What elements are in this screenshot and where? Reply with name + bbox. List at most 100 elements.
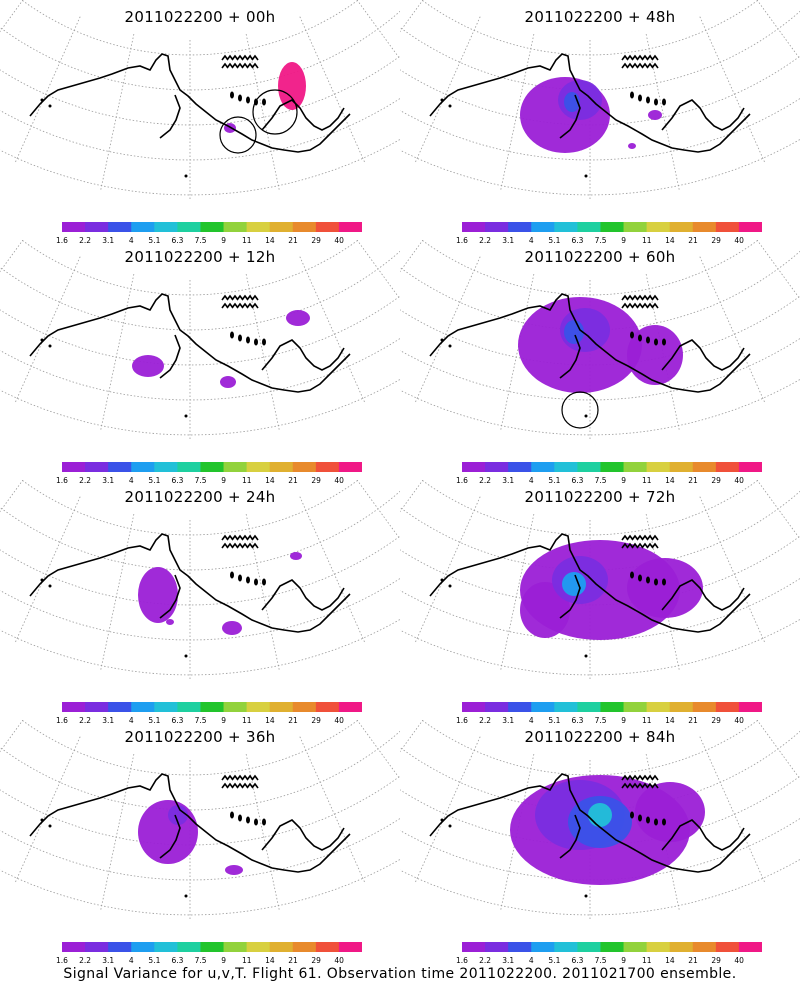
variance-shading: [132, 310, 310, 388]
colorbar-swatch: [462, 942, 486, 952]
colorbar-swatch: [200, 702, 225, 712]
variance-region: [648, 110, 662, 120]
colorbar-label: 11: [242, 956, 252, 965]
colorbar: [62, 702, 362, 712]
variance-shading: [520, 77, 662, 153]
coastline: [29, 53, 351, 178]
colorbar-label: 3.1: [102, 956, 115, 965]
colorbar-labels: 1.6 2.2 3.1 4 5.1 6.3 7.5 9 11 14 21 29 40: [52, 236, 372, 248]
colorbar-swatch: [292, 702, 317, 712]
colorbar-swatch: [715, 702, 740, 712]
graticule: [400, 480, 800, 680]
colorbar-label: 4: [128, 236, 134, 245]
colorbar-label: 14: [665, 956, 675, 965]
colorbar-swatch: [269, 462, 294, 472]
variance-region: [166, 619, 174, 625]
colorbar-label: 3.1: [502, 236, 515, 245]
colorbar-swatch: [738, 702, 762, 712]
colorbar-swatch: [223, 462, 248, 472]
colorbar-label: 40: [334, 236, 344, 245]
colorbar-swatch: [246, 462, 271, 472]
map-panel: 2011022200 + 12h 1.6 2.2 3.1 4 5.1 6.3 7.5 9 11 14…: [0, 240, 400, 485]
colorbar-label: 5.1: [548, 716, 561, 725]
colorbar-swatch: [646, 702, 671, 712]
colorbar-swatch: [177, 942, 201, 952]
variance-shading: [510, 775, 705, 885]
colorbar-label: 9: [621, 716, 627, 725]
variance-shading: [138, 552, 302, 635]
colorbar-swatch: [177, 222, 201, 232]
colorbar-swatch: [131, 942, 155, 952]
colorbar-swatch: [600, 942, 625, 952]
colorbar-label: 4: [128, 716, 134, 725]
colorbar-swatch: [600, 222, 625, 232]
colorbar-swatch: [669, 702, 694, 712]
variance-region: [562, 572, 586, 596]
colorbar-swatch: [315, 942, 340, 952]
graticule: [400, 0, 800, 200]
colorbar-label: 21: [288, 956, 298, 965]
colorbar-swatch: [131, 702, 155, 712]
colorbar-swatch: [485, 702, 509, 712]
variance-shading: [520, 540, 703, 640]
colorbar-swatch: [131, 222, 155, 232]
colorbar-label: 6.3: [571, 236, 584, 245]
colorbar-label: 21: [288, 476, 298, 485]
colorbar-labels: 1.6 2.2 3.1 4 5.1 6.3 7.5 9 11 14 21 29 40: [452, 956, 772, 968]
colorbar-label: 4: [528, 236, 534, 245]
variance-region: [627, 558, 703, 618]
colorbar-swatch: [669, 942, 694, 952]
colorbar-swatch: [62, 222, 86, 232]
colorbar-label: 6.3: [171, 956, 184, 965]
map-panel: 2011022200 + 36h 1.6 2.2 3.1 4 5.1 6.3 7.5 9 11 14…: [0, 720, 400, 965]
colorbar-label: 4: [528, 716, 534, 725]
map-panel: 2011022200 + 00h 1.6 2.2 3.1 4 5.1 6.3 7.5 9 11 14…: [0, 0, 400, 245]
polar-map: [400, 720, 800, 920]
colorbar-swatch: [85, 702, 109, 712]
colorbar-swatch: [531, 222, 555, 232]
colorbar-swatch: [646, 462, 671, 472]
colorbar-label: 3.1: [102, 476, 115, 485]
coastline: [429, 53, 751, 178]
colorbar-label: 40: [734, 716, 744, 725]
variance-region: [168, 805, 188, 825]
colorbar-label: 9: [621, 956, 627, 965]
colorbar-label: 2.2: [79, 956, 92, 965]
colorbar-label: 2.2: [79, 476, 92, 485]
colorbar-swatch: [338, 702, 362, 712]
colorbar-label: 5.1: [148, 236, 161, 245]
colorbar: [462, 462, 762, 472]
graticule: [0, 240, 400, 440]
colorbar: [462, 702, 762, 712]
panel-title: 2011022200 + 84h: [524, 728, 676, 746]
panel-title: 2011022200 + 48h: [524, 8, 676, 26]
colorbar-label: 7.5: [594, 236, 607, 245]
map-panel: 2011022200 + 72h 1.6 2.2 3.1 4 5.1 6.3 7.5 9 11 14…: [400, 480, 800, 725]
colorbar-label: 9: [221, 476, 227, 485]
colorbar-label: 6.3: [171, 716, 184, 725]
colorbar-label: 29: [711, 236, 721, 245]
polar-map: [0, 480, 400, 680]
variance-region: [278, 62, 306, 110]
colorbar-swatch: [462, 702, 486, 712]
colorbar-swatch: [269, 222, 294, 232]
panel-title: 2011022200 + 12h: [124, 248, 276, 266]
variance-shading: [224, 62, 306, 133]
variance-region: [635, 782, 705, 842]
colorbar-label: 14: [265, 716, 275, 725]
colorbar-label: 2.2: [479, 476, 492, 485]
colorbar-swatch: [315, 462, 340, 472]
colorbar-swatch: [485, 462, 509, 472]
colorbar-label: 7.5: [194, 476, 207, 485]
colorbar-label: 3.1: [502, 476, 515, 485]
colorbar-swatch: [177, 702, 201, 712]
colorbar-swatch: [200, 942, 225, 952]
variance-region: [138, 800, 198, 864]
polar-map: [400, 240, 800, 440]
colorbar-label: 5.1: [148, 956, 161, 965]
figure-caption: Signal Variance for u,v,T. Flight 61. Ob…: [63, 966, 737, 982]
colorbar-label: 21: [688, 236, 698, 245]
colorbar-label: 1.6: [456, 716, 468, 725]
coastline: [29, 293, 351, 418]
colorbar-swatch: [462, 222, 486, 232]
